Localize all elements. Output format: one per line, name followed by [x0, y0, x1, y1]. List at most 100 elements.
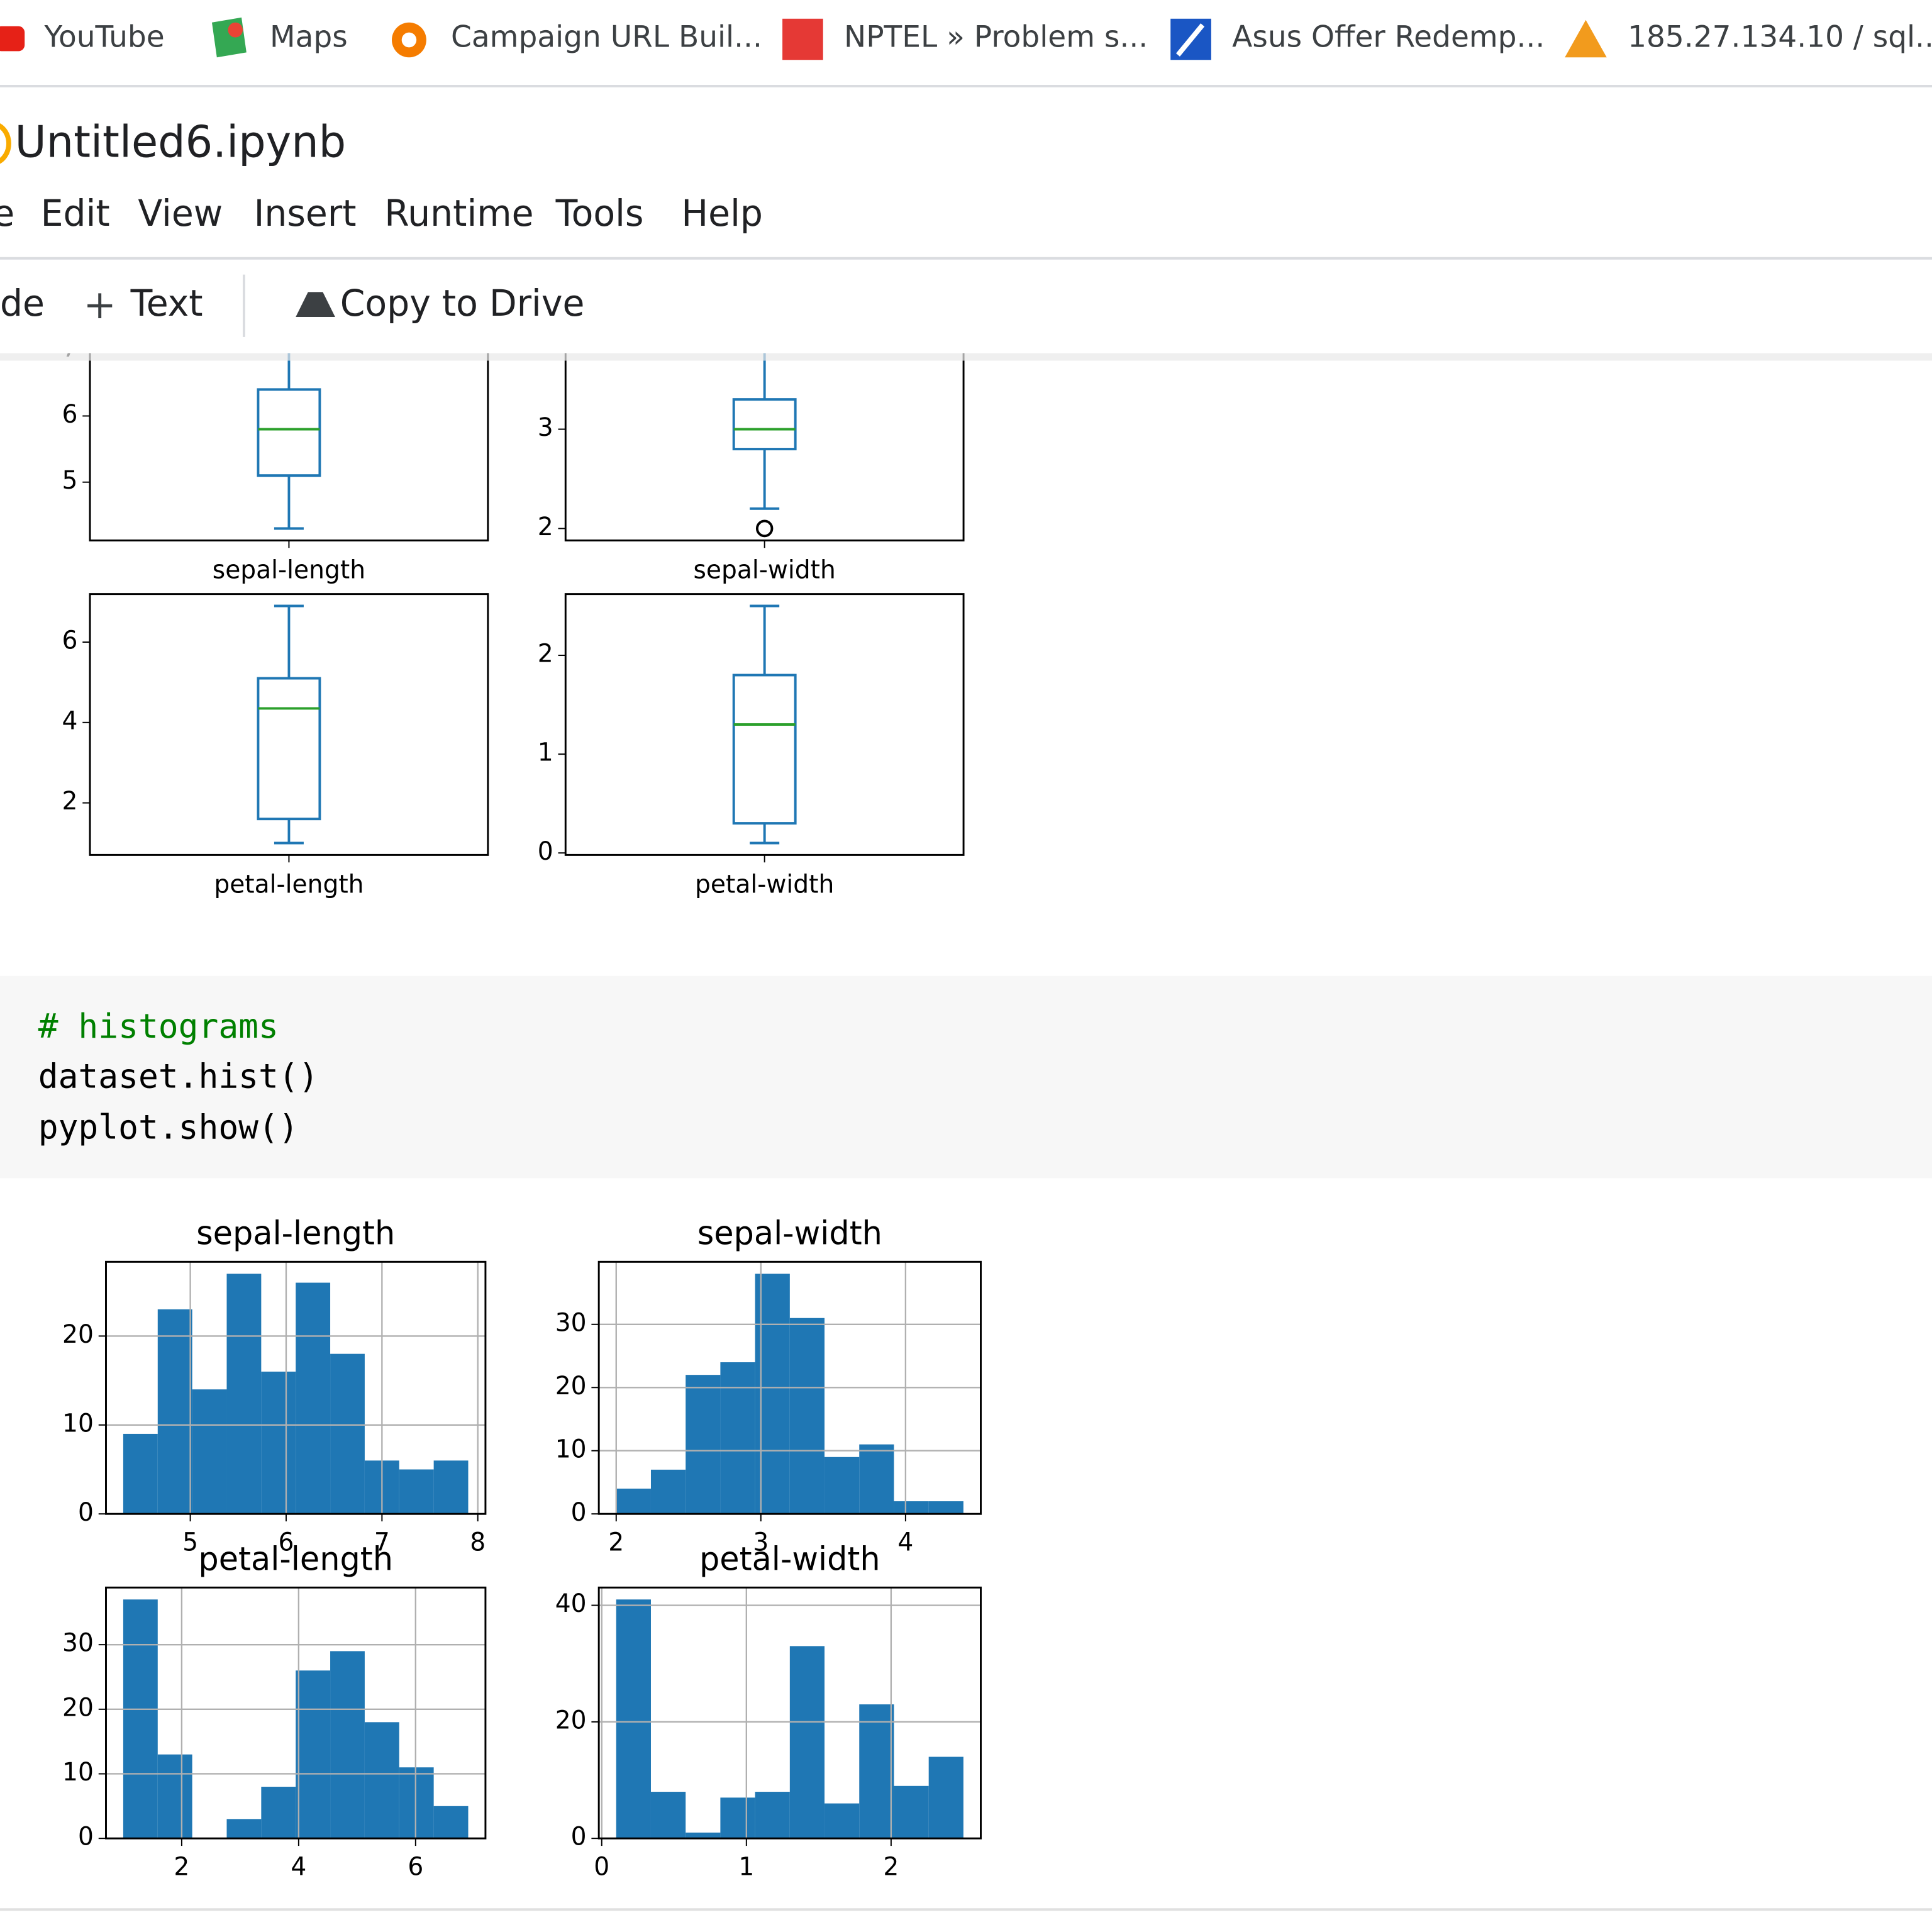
toolbar-shadow	[0, 353, 1932, 361]
y-tick-label: 6	[62, 400, 77, 429]
bar	[789, 1318, 825, 1514]
pma-icon[interactable]	[1565, 19, 1607, 58]
bar	[296, 1670, 331, 1839]
bar	[859, 1444, 894, 1514]
chart: 0 10 20 5 6 7 8 sepal-length	[62, 1214, 487, 1557]
x-tick-label: petal-length	[214, 870, 364, 899]
bookmark[interactable]: Campaign URL Buil...	[451, 19, 762, 54]
bar	[399, 1469, 434, 1514]
bar	[296, 1282, 331, 1514]
bookmark[interactable]: Maps	[270, 19, 348, 54]
menu-item[interactable]: Edit	[41, 193, 110, 235]
y-tick-label: 20	[555, 1706, 587, 1735]
drive-icon	[296, 292, 335, 318]
y-tick-label: 2	[538, 639, 553, 668]
colab-logo	[0, 123, 11, 164]
y-tick-label: 30	[555, 1308, 587, 1337]
bar	[650, 1469, 686, 1514]
y-tick-label: 1	[538, 738, 553, 767]
youtube-icon[interactable]	[0, 26, 25, 52]
bar	[364, 1722, 399, 1839]
axes-frame	[105, 1260, 487, 1515]
y-tick-label: 0	[571, 1498, 587, 1527]
y-tick-label: 20	[555, 1372, 587, 1401]
bar	[894, 1785, 929, 1839]
bar	[789, 1646, 825, 1839]
x-tick-label: 2	[608, 1528, 624, 1557]
menu-item[interactable]: Runtime	[384, 193, 533, 235]
y-tick-label: 0	[78, 1822, 94, 1851]
bar	[859, 1704, 894, 1839]
bar	[157, 1754, 192, 1839]
notebook-title[interactable]: Untitled6.ipynb	[15, 117, 347, 168]
axes-frame	[105, 1586, 487, 1840]
bar	[330, 1353, 365, 1514]
x-tick-label: 1	[738, 1852, 754, 1881]
x-tick-label: 4	[897, 1528, 913, 1557]
toolbar-button[interactable]: Copy to Drive	[340, 283, 585, 325]
bar	[720, 1362, 755, 1514]
bar	[650, 1792, 686, 1839]
chart-title: petal-width	[699, 1540, 880, 1578]
menu-item[interactable]: Insert	[254, 193, 357, 235]
bar	[157, 1309, 192, 1514]
x-tick-label: 3	[753, 1528, 769, 1557]
chart-title: petal-length	[198, 1540, 393, 1578]
bar	[261, 1371, 296, 1514]
bar	[433, 1806, 469, 1839]
bar	[686, 1832, 721, 1839]
asus-icon-stroke	[1175, 23, 1205, 57]
y-tick-label: 0	[78, 1498, 94, 1527]
bar	[433, 1460, 469, 1514]
x-tick-label: 6	[278, 1528, 294, 1557]
bar	[226, 1274, 262, 1514]
y-tick-label: 2	[538, 513, 553, 541]
toolbar-button[interactable]: Text	[130, 283, 203, 325]
maps-pin	[228, 22, 243, 38]
x-tick-label: petal-width	[695, 870, 834, 899]
bar	[755, 1792, 790, 1839]
y-tick-label: 5	[62, 466, 77, 495]
x-tick-label: 8	[470, 1528, 486, 1557]
nptel-icon[interactable]	[782, 18, 823, 60]
x-tick-label: 2	[174, 1852, 189, 1881]
code-line: dataset.hist()	[38, 1057, 319, 1096]
menu-item[interactable]: e	[0, 193, 14, 235]
bar	[686, 1375, 721, 1514]
bar	[616, 1489, 651, 1514]
bar	[192, 1389, 227, 1514]
campaign-icon-center	[401, 32, 417, 48]
code-comment: # histograms	[38, 1007, 279, 1046]
bar	[928, 1757, 963, 1839]
y-tick-label: 10	[62, 1758, 94, 1787]
bookmark[interactable]: Asus Offer Redemp...	[1232, 19, 1545, 54]
bar	[894, 1501, 929, 1514]
menu-item[interactable]: Tools	[555, 193, 644, 235]
bar	[399, 1767, 434, 1839]
x-tick-label: 7	[374, 1528, 390, 1557]
menu-item[interactable]: View	[138, 193, 223, 235]
bar	[824, 1457, 860, 1514]
toolbar-button[interactable]: de	[0, 283, 45, 325]
bar	[123, 1599, 158, 1839]
y-tick-label: 2	[62, 787, 77, 816]
y-tick-label: 10	[62, 1409, 94, 1438]
bookmark[interactable]: YouTube	[44, 19, 165, 54]
bar	[261, 1787, 296, 1839]
y-tick-label: 10	[555, 1435, 587, 1463]
bookmark[interactable]: NPTEL » Problem s...	[844, 19, 1148, 54]
x-tick-label: 4	[291, 1852, 306, 1881]
chart: 2 4 6 petal-length	[62, 593, 489, 899]
maps-icon[interactable]	[211, 17, 247, 58]
bar	[616, 1599, 651, 1839]
bar	[330, 1651, 365, 1839]
code-cell[interactable]	[0, 975, 1932, 1179]
x-tick-label: 0	[594, 1852, 609, 1881]
menu-item[interactable]: Help	[681, 193, 763, 235]
bookmark[interactable]: 185.27.134.10 / sql...	[1628, 19, 1932, 54]
y-tick-label: 30	[62, 1628, 94, 1657]
y-tick-label: 4	[62, 706, 77, 735]
chart-title: sepal-width	[697, 1214, 882, 1252]
